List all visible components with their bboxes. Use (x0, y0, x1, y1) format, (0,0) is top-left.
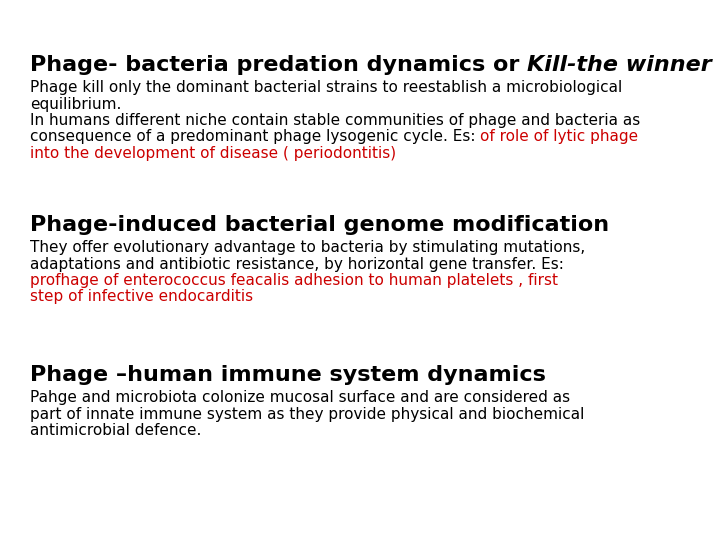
Text: equilibrium.: equilibrium. (30, 97, 122, 111)
Text: Kill-the winner: Kill-the winner (527, 55, 712, 75)
Text: Pahge and microbiota colonize mucosal surface and are considered as: Pahge and microbiota colonize mucosal su… (30, 390, 570, 405)
Text: They offer evolutionary advantage to bacteria by stimulating mutations,: They offer evolutionary advantage to bac… (30, 240, 585, 255)
Text: consequence of a predominant phage lysogenic cycle. Es:: consequence of a predominant phage lysog… (30, 130, 480, 145)
Text: part of innate immune system as they provide physical and biochemical: part of innate immune system as they pro… (30, 407, 585, 422)
Text: adaptations and antibiotic resistance, by horizontal gene transfer. Es:: adaptations and antibiotic resistance, b… (30, 256, 564, 272)
Text: Phage-induced bacterial genome modification: Phage-induced bacterial genome modificat… (30, 215, 609, 235)
Text: Phage –human immune system dynamics: Phage –human immune system dynamics (30, 365, 546, 385)
Text: Phage- bacteria predation dynamics or: Phage- bacteria predation dynamics or (30, 55, 527, 75)
Text: step of infective endocarditis: step of infective endocarditis (30, 289, 253, 305)
Text: In humans different niche contain stable communities of phage and bacteria as: In humans different niche contain stable… (30, 113, 640, 128)
Text: of role of lytic phage: of role of lytic phage (480, 130, 639, 145)
Text: antimicrobial defence.: antimicrobial defence. (30, 423, 202, 438)
Text: into the development of disease ( periodontitis): into the development of disease ( period… (30, 146, 396, 161)
Text: Phage kill only the dominant bacterial strains to reestablish a microbiological: Phage kill only the dominant bacterial s… (30, 80, 622, 95)
Text: profhage of enterococcus feacalis adhesion to human platelets , first: profhage of enterococcus feacalis adhesi… (30, 273, 558, 288)
